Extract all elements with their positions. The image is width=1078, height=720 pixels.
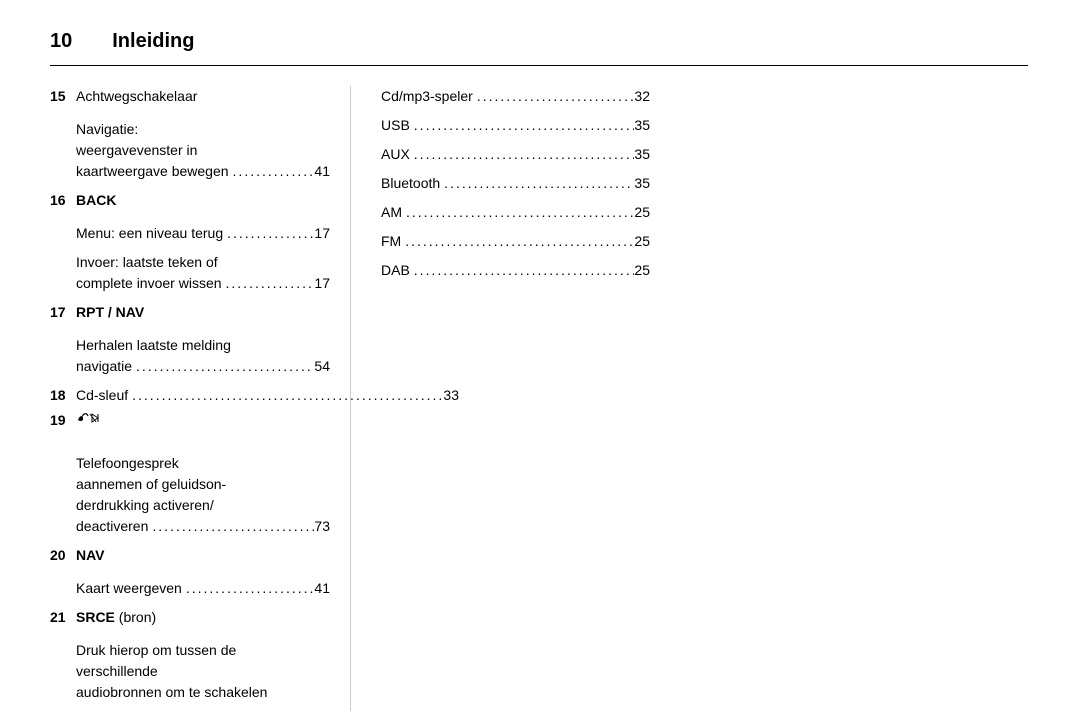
entry-number: 17 [50, 302, 76, 331]
index-entry: 15 Achtwegschakelaar [50, 86, 330, 115]
toc-row: AM .....................................… [381, 202, 650, 223]
dot-leader: ........................................… [229, 161, 315, 182]
index-entry: 21 SRCE (bron) [50, 607, 330, 636]
dot-leader: ........................................… [223, 223, 314, 244]
index-entry: 16 BACK [50, 190, 330, 219]
index-entry: 17 RPT / NAV [50, 302, 330, 331]
entry-number: 18 [50, 385, 76, 406]
entry-page-ref: 17 [314, 223, 330, 244]
entry-number: 15 [50, 86, 76, 115]
toc-row: DAB ....................................… [381, 260, 650, 281]
entry-text-line: Navigatie: [76, 119, 197, 140]
entry-heading [76, 410, 330, 431]
entry-text-line: Invoer: laatste teken of [76, 252, 218, 273]
entry-number: 21 [50, 607, 76, 636]
toc-label: FM [381, 231, 401, 252]
entry-page-ref: 73 [314, 516, 330, 537]
entry-heading: NAV [76, 545, 330, 566]
entry-sub: Navigatie: weergavevenster in kaartweerg… [76, 119, 330, 182]
page-header: 10 Inleiding [50, 30, 1028, 66]
entry-text-line: complete invoer wissen [76, 273, 222, 294]
entry-page-ref: 17 [314, 273, 330, 294]
entry-number: 20 [50, 545, 76, 574]
dot-leader: ........................................… [440, 173, 634, 194]
entry-text-line: derdrukking activeren/ [76, 495, 226, 516]
entry-text-line: Cd-sleuf [76, 385, 128, 406]
dot-leader: ........................................… [182, 578, 315, 599]
toc-page: 35 [634, 144, 650, 165]
toc-page: 35 [634, 173, 650, 194]
dot-leader: ........................................… [410, 260, 635, 281]
dot-leader: ........................................… [222, 273, 315, 294]
index-entry: 20 NAV [50, 545, 330, 574]
dot-leader: ........................................… [401, 231, 634, 252]
toc-row: AUX ....................................… [381, 144, 650, 165]
toc-row: Cd/mp3-speler ..........................… [381, 86, 650, 107]
index-entry: 19 [50, 410, 330, 439]
toc-page: 32 [634, 86, 650, 107]
page-number: 10 [50, 30, 72, 53]
toc-page: 35 [634, 115, 650, 136]
dot-leader: ........................................… [132, 356, 314, 377]
toc-row: Bluetooth ..............................… [381, 173, 650, 194]
left-column: 15 Achtwegschakelaar Navigatie: weergave… [50, 86, 350, 711]
toc-page: 25 [634, 202, 650, 223]
entry-heading: RPT / NAV [76, 302, 330, 323]
entry-heading-normal: (bron) [115, 609, 156, 625]
entry-page-ref: 41 [314, 578, 330, 599]
entry-number: 16 [50, 190, 76, 219]
entry-page-ref: 54 [314, 356, 330, 377]
toc-page: 25 [634, 231, 650, 252]
index-entry: 18 Cd-sleuf ............................… [50, 385, 330, 406]
toc-label: Cd/mp3-speler [381, 86, 473, 107]
toc-row: FM .....................................… [381, 231, 650, 252]
entry-number: 19 [50, 410, 76, 439]
entry-text-line: aannemen of geluidson- [76, 474, 226, 495]
phone-mute-icon [76, 410, 104, 431]
entry-heading: Achtwegschakelaar [76, 86, 330, 107]
toc-row: USB ....................................… [381, 115, 650, 136]
toc-label: DAB [381, 260, 410, 281]
entry-text-line: kaartweergave bewegen [76, 161, 229, 182]
entry-text-line: Druk hierop om tussen de [76, 640, 330, 661]
dot-leader: ........................................… [148, 516, 314, 537]
entry-sub: Telefoongesprek aannemen of geluidson- d… [76, 453, 330, 537]
dot-leader: ........................................… [402, 202, 634, 223]
page-title: Inleiding [112, 30, 194, 53]
entry-text-line: Telefoongesprek [76, 453, 226, 474]
entry-heading-bold: SRCE [76, 609, 115, 625]
entry-page-ref: 41 [314, 161, 330, 182]
dot-leader: ........................................… [473, 86, 635, 107]
right-column: Cd/mp3-speler ..........................… [350, 86, 650, 711]
entry-sub: Kaart weergeven ........................… [76, 578, 330, 599]
entry-sub: Menu: een niveau terug .................… [76, 223, 330, 244]
entry-sub: Druk hierop om tussen de verschillende a… [76, 640, 330, 703]
entry-sub: Herhalen laatste melding navigatie .....… [76, 335, 330, 377]
toc-label: AUX [381, 144, 410, 165]
entry-heading: SRCE (bron) [76, 607, 330, 628]
entry-text-line: audiobronnen om te schakelen [76, 682, 330, 703]
toc-label: AM [381, 202, 402, 223]
dot-leader: ........................................… [410, 115, 635, 136]
entry-heading: BACK [76, 190, 330, 211]
entry-text-line: Kaart weergeven [76, 578, 182, 599]
content-columns: 15 Achtwegschakelaar Navigatie: weergave… [50, 86, 1028, 711]
toc-label: USB [381, 115, 410, 136]
entry-text-line: navigatie [76, 356, 132, 377]
entry-text-line: weergavevenster in [76, 140, 197, 161]
entry-text-line: Menu: een niveau terug [76, 223, 223, 244]
entry-sub: Invoer: laatste teken of complete invoer… [76, 252, 330, 294]
toc-label: Bluetooth [381, 173, 440, 194]
dot-leader: ........................................… [410, 144, 635, 165]
entry-text-line: verschillende [76, 661, 330, 682]
entry-text-line: deactiveren [76, 516, 148, 537]
toc-page: 25 [634, 260, 650, 281]
entry-text-line: Herhalen laatste melding [76, 335, 231, 356]
